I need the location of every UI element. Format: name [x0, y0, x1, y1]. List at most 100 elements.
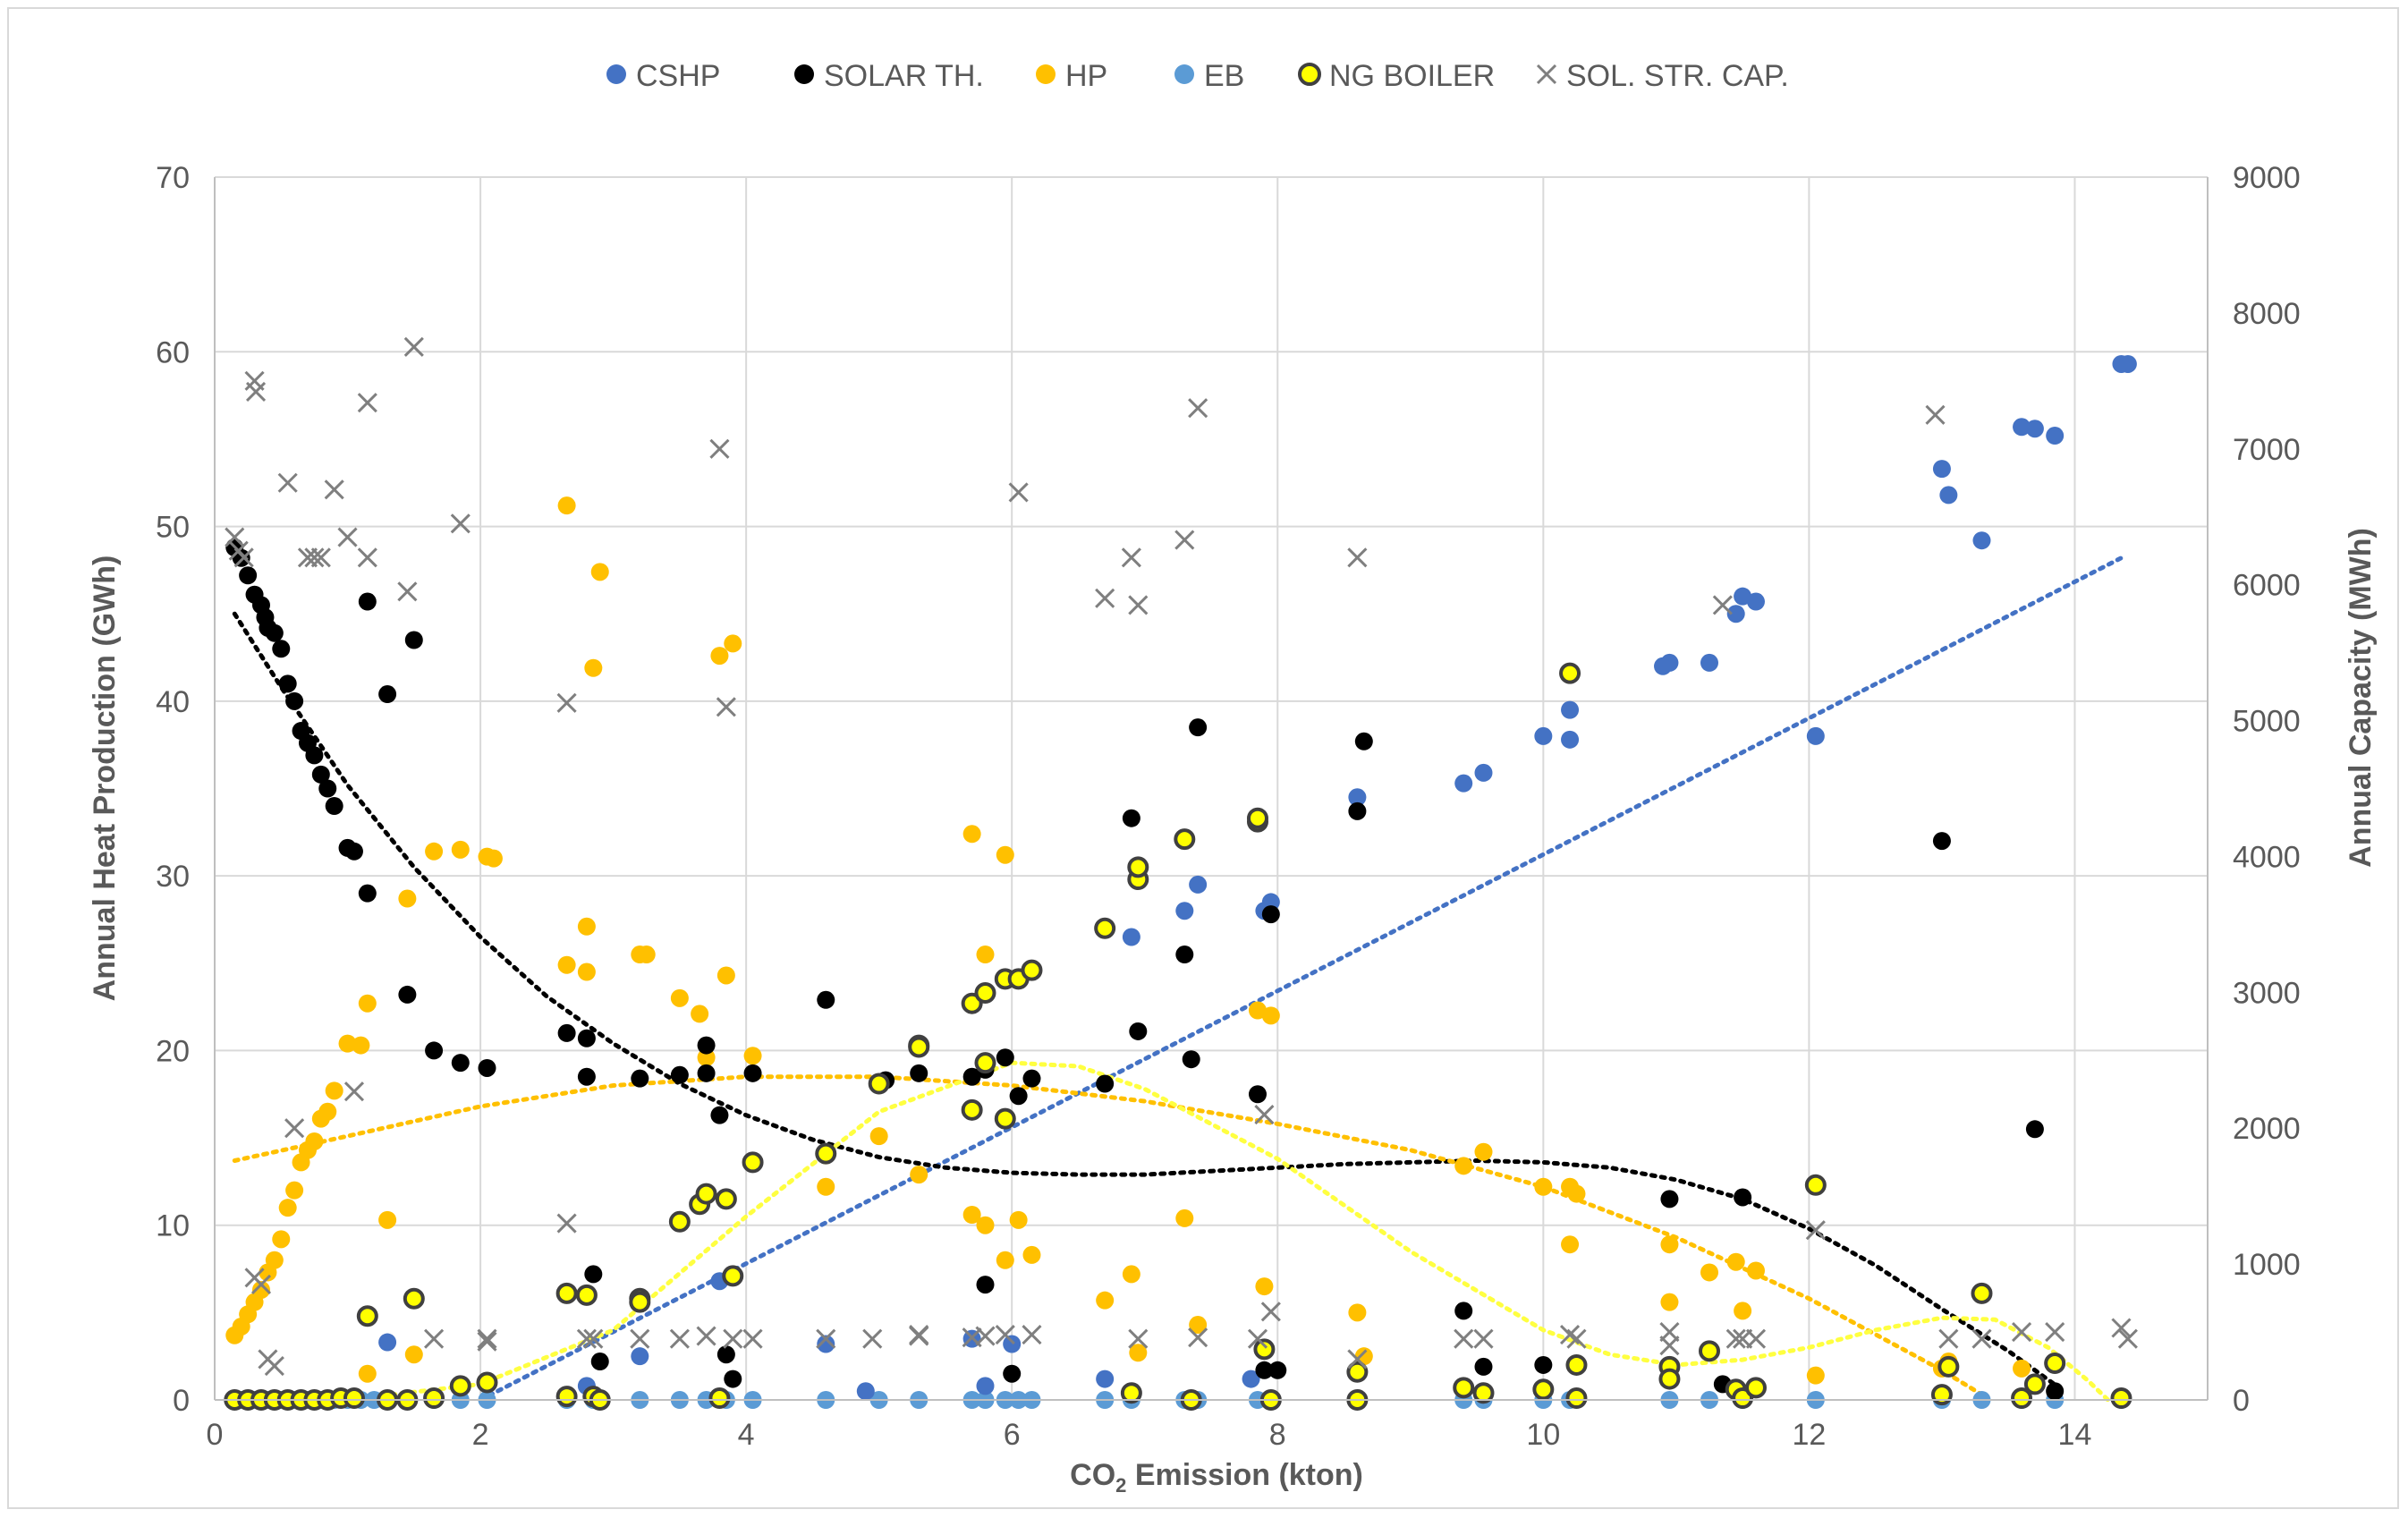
x-stroke: [862, 1328, 883, 1349]
data-point-solar: [670, 1065, 689, 1084]
data-point-ng: [1699, 1340, 1720, 1362]
data-point-solar: [1003, 1364, 1022, 1383]
data-point-hp: [590, 563, 609, 581]
data-point-cshp: [1806, 726, 1825, 745]
data-point-cshp: [2025, 420, 2044, 438]
series-ng: [224, 662, 2132, 1411]
data-point-hp: [1261, 1006, 1280, 1025]
data-point-cshp: [1534, 726, 1553, 745]
data-point-hp: [910, 1166, 928, 1184]
data-point-solstr: [477, 1331, 497, 1352]
data-point-solar: [1255, 1361, 1274, 1379]
x-stroke: [264, 1355, 284, 1377]
data-point-hp: [1255, 1277, 1274, 1296]
x-stroke: [277, 472, 298, 493]
x-stroke: [357, 547, 377, 568]
axes: 0 10 20 30 40 50 60 70 0 2 4 6 8 10 12 14 0 1000 2000 3000 4…: [156, 161, 2300, 1452]
data-point-solstr: [669, 1328, 690, 1349]
x-tick-label: 2: [472, 1418, 489, 1452]
data-point-hp: [352, 1036, 370, 1055]
legend-item-ng: NG BOILER: [1298, 59, 1495, 93]
series-hp: [225, 496, 2031, 1385]
data-point-solstr: [1022, 1325, 1042, 1345]
data-point-hp: [404, 1345, 423, 1364]
data-point-solstr: [225, 527, 245, 547]
data-point-solar: [1348, 801, 1367, 820]
legend-item-hp: HP: [1036, 59, 1107, 93]
y-tick-label: 10: [156, 1209, 190, 1243]
x-stroke: [1174, 530, 1195, 550]
data-point-solar: [1129, 1022, 1148, 1040]
x-stroke: [233, 547, 254, 568]
data-point-ng: [1246, 807, 1268, 829]
data-point-solstr: [1566, 1328, 1587, 1349]
data-point-hp: [1022, 1245, 1041, 1264]
data-point-ng: [2110, 1387, 2132, 1410]
y2-tick-label: 9000: [2233, 161, 2301, 195]
x-stroke: [1473, 1328, 1494, 1349]
data-point-solstr: [816, 1328, 836, 1349]
data-point-solar: [358, 884, 377, 903]
data-point-solstr: [576, 1328, 597, 1349]
data-point-solstr: [909, 1326, 929, 1346]
y-tick-label: 50: [156, 511, 190, 545]
x-stroke: [2045, 1321, 2065, 1343]
data-point-solstr: [742, 1328, 763, 1349]
data-point-cshp: [631, 1347, 649, 1366]
y2-tick-label: 8000: [2233, 297, 2301, 331]
trendline-solar_trend: [232, 611, 2065, 1392]
x-tick-label: 0: [207, 1418, 224, 1452]
y-tick-label: 20: [156, 1034, 190, 1068]
x-stroke: [250, 1274, 272, 1294]
data-point-solar: [1248, 1085, 1267, 1104]
legend-label-eb: EB: [1204, 59, 1244, 93]
data-point-ng: [668, 1210, 691, 1233]
x-stroke: [975, 1326, 996, 1346]
data-point-hp: [338, 1034, 357, 1053]
x-axis-title: CO2 Emission (kton): [1070, 1458, 1363, 1497]
data-point-ng: [974, 1052, 996, 1074]
data-point-hp: [378, 1210, 397, 1229]
legend-item-solstr: SOL. STR. CAP.: [1536, 59, 1789, 93]
legend-marker-solstr: [1536, 64, 1557, 85]
data-point-solstr: [1473, 1328, 1494, 1349]
data-point-solstr: [1174, 530, 1195, 550]
data-point-solar: [910, 1064, 928, 1082]
data-point-hp: [1806, 1366, 1825, 1385]
data-point-hp: [1454, 1157, 1473, 1175]
data-point-cshp: [2118, 354, 2137, 373]
x-stroke: [1121, 547, 1141, 568]
data-point-solar: [1660, 1190, 1679, 1208]
x-stroke: [337, 527, 358, 547]
data-point-solar: [1182, 1050, 1200, 1069]
data-point-ng: [908, 1036, 930, 1058]
data-point-solar: [996, 1048, 1014, 1067]
data-point-ng: [1565, 1353, 1588, 1376]
data-point-solstr: [1659, 1336, 1680, 1356]
trendline-hp_trend: [232, 1074, 1984, 1397]
data-point-solar: [1122, 809, 1140, 827]
data-point-ng: [1021, 959, 1043, 981]
trendline-cshp_trend: [478, 555, 2124, 1403]
x-stroke: [1128, 1328, 1149, 1349]
data-point-solar: [404, 631, 423, 649]
data-point-solar: [1454, 1302, 1473, 1320]
data-point-cshp: [2046, 427, 2065, 445]
data-point-ng: [629, 1291, 651, 1313]
data-point-ng: [343, 1387, 365, 1410]
data-point-solstr: [233, 547, 254, 568]
data-point-cshp: [976, 1377, 995, 1395]
scatter-chart: 0 10 20 30 40 50 60 70 0 2 4 6 8 10 12 14 0 1000 2000 3000 4…: [88, 59, 2378, 1497]
x-stroke: [1805, 1220, 1826, 1241]
data-point-cshp: [1175, 902, 1194, 920]
data-point-hp: [637, 946, 656, 964]
data-point-solstr: [1347, 1349, 1368, 1370]
data-point-hp: [1734, 1302, 1752, 1320]
data-point-hp: [265, 1251, 284, 1269]
x-stroke: [477, 1331, 497, 1352]
x-stroke: [1247, 1328, 1268, 1349]
x-stroke: [1022, 1325, 1042, 1345]
data-point-ng: [1174, 828, 1196, 851]
data-point-cshp: [1454, 774, 1473, 793]
data-point-ng: [1658, 1368, 1681, 1390]
